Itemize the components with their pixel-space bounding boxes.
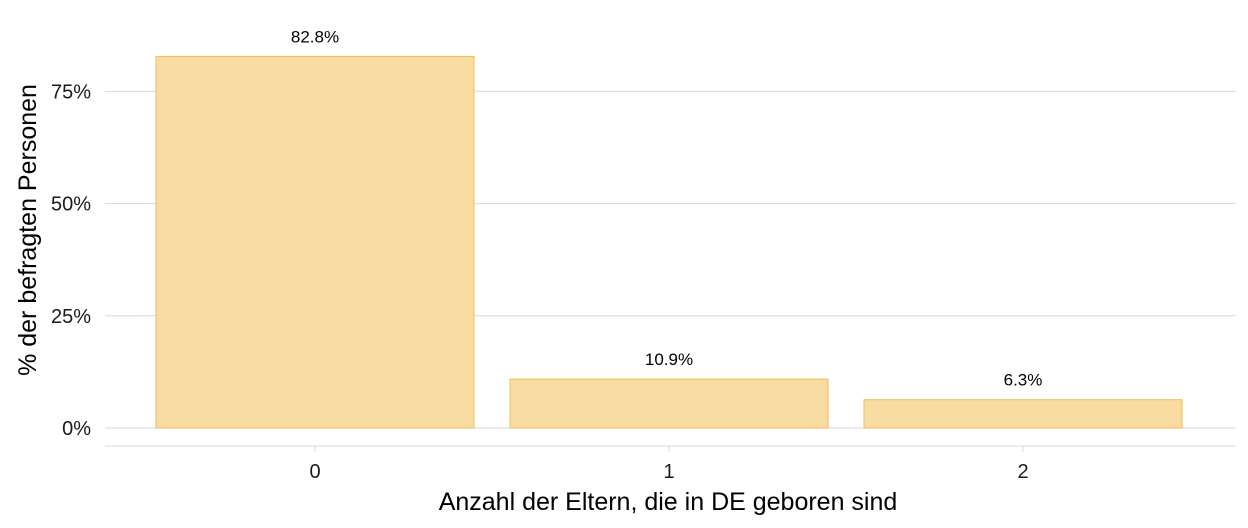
x-axis-title: Anzahl der Eltern, die in DE geboren sin…: [439, 488, 898, 516]
x-tick-label: 0: [309, 461, 320, 483]
y-tick-label: 25%: [51, 306, 91, 328]
y-axis-title: % der befragten Personen: [14, 84, 42, 376]
y-axis-ticks: 0% 25% 50% 75%: [51, 81, 91, 440]
x-axis-ticks: 0 1 2: [309, 446, 1029, 483]
y-tick-label: 50%: [51, 194, 91, 216]
bar: [509, 378, 829, 429]
y-tick-label: 0%: [62, 418, 91, 440]
bar: [155, 55, 475, 429]
data-labels: 82.8% 10.9% 6.3%: [291, 27, 1042, 389]
x-tick-label: 1: [663, 461, 674, 483]
y-tick-label: 75%: [51, 81, 91, 103]
bar-value-label: 82.8%: [291, 27, 339, 46]
bar-value-label: 6.3%: [1004, 371, 1043, 390]
bar-value-label: 10.9%: [645, 350, 693, 369]
bar: [863, 399, 1183, 429]
bars: [155, 55, 1183, 429]
x-tick-label: 2: [1017, 461, 1028, 483]
